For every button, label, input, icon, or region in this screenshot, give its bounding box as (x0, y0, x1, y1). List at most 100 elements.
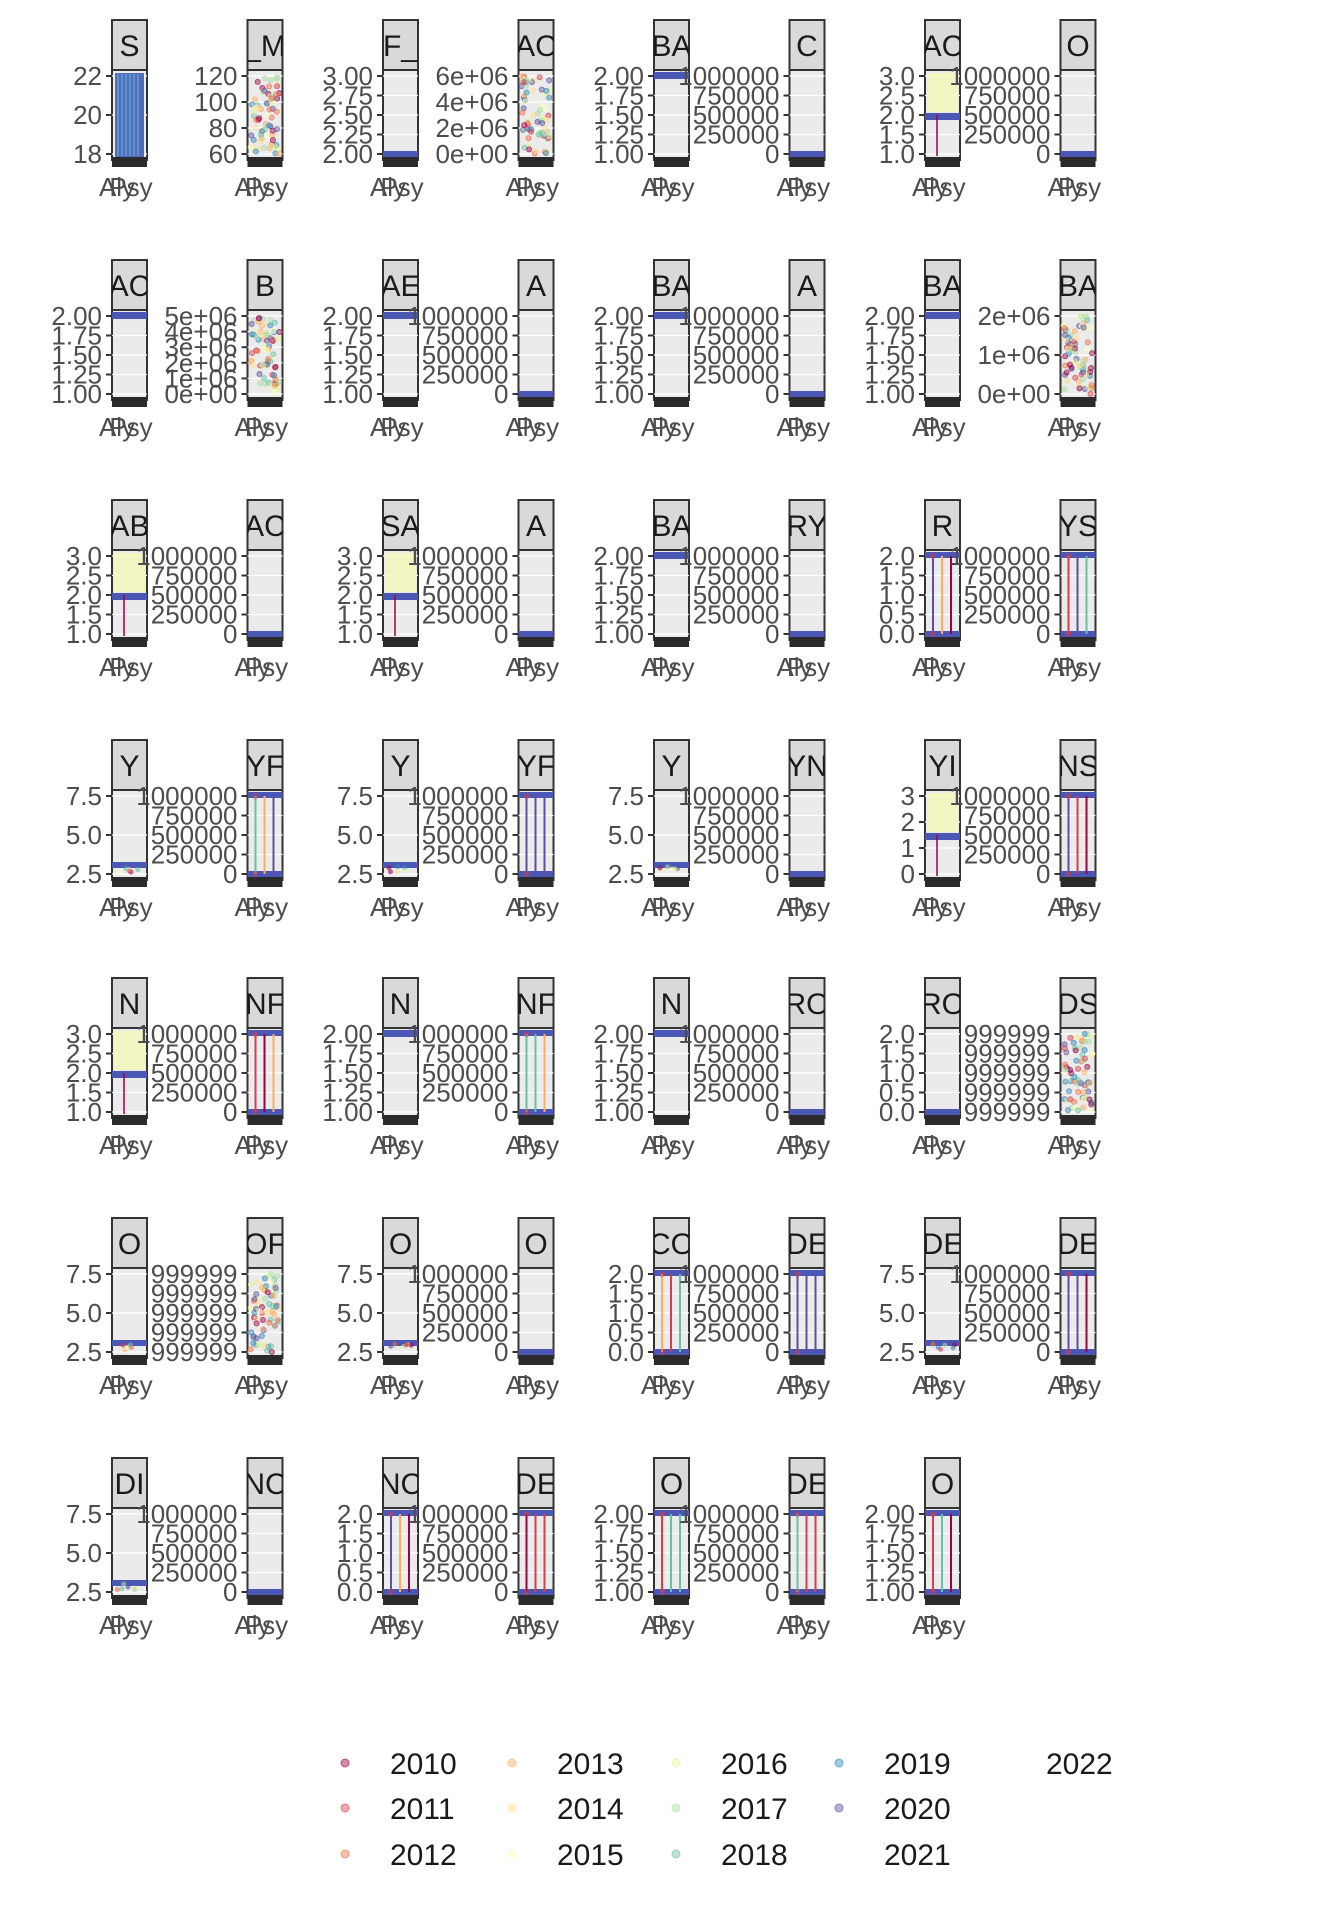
data-band (383, 862, 418, 868)
x-axis-band (1060, 1115, 1096, 1125)
y-tick-label: 250000 (693, 120, 780, 150)
data-band (654, 1510, 689, 1516)
x-axis-band (518, 157, 554, 167)
data-point (252, 793, 259, 799)
y-tick-label: 1.75 (593, 1519, 644, 1549)
data-point (1065, 1271, 1072, 1277)
data-point (930, 1589, 936, 1595)
data-point (263, 337, 270, 344)
strip-background (924, 739, 961, 791)
data-point (266, 1319, 273, 1326)
data-band (654, 72, 689, 79)
data-point (659, 1349, 665, 1355)
data-band (112, 1580, 147, 1586)
y-tick-label: 1.5 (879, 561, 915, 591)
data-point (256, 1307, 263, 1314)
x-tick-label: Psy (380, 892, 423, 922)
legend-label: 2015 (557, 1839, 624, 1872)
x-tick-label: Psy (651, 1130, 694, 1160)
y-tick-label: 500000 (693, 340, 780, 370)
legend-key (671, 1758, 681, 1768)
data-point (1072, 1047, 1079, 1054)
strip-label: Y (390, 750, 410, 783)
data-point (253, 1279, 260, 1286)
y-tick-label: 1000000 (136, 781, 237, 811)
data-point (523, 1031, 530, 1037)
y-tick-label: 1.75 (51, 321, 102, 351)
data-point (938, 1347, 944, 1353)
y-tick-label: 6e+06 (435, 61, 508, 91)
y-tick-label: 1.25 (593, 1078, 644, 1108)
y-tick-label: 5.0 (66, 820, 102, 850)
x-axis-band (112, 877, 147, 887)
y-tick-label: 2.5 (66, 561, 102, 591)
data-point (523, 871, 530, 877)
data-point (248, 357, 255, 364)
data-point (251, 108, 258, 115)
y-tick-label: 1.25 (593, 120, 644, 150)
strip-background (653, 499, 690, 551)
x-axis-band (247, 1595, 283, 1605)
y-tick-label: 500000 (151, 1058, 238, 1088)
y-tick-label: 999999 (964, 1097, 1051, 1127)
y-tick-label: 100 (194, 87, 237, 117)
x-tick-label: Psy (787, 1610, 830, 1640)
y-tick-label: 750000 (693, 1279, 780, 1309)
data-point (1084, 317, 1091, 324)
data-point (388, 1589, 394, 1595)
x-tick-label: Aly (912, 1610, 948, 1640)
y-tick-label: 0 (765, 1577, 779, 1607)
y-tick-label: 0e+00 (164, 379, 237, 409)
y-tick-label: 7.5 (337, 1259, 373, 1289)
data-point (523, 793, 530, 799)
strip-label: CO (649, 1228, 694, 1261)
data-point (1084, 339, 1091, 346)
y-tick-label: 0 (494, 619, 508, 649)
data-point (1062, 1078, 1069, 1085)
x-axis-band (925, 1595, 960, 1605)
strip-label: _M (243, 30, 286, 63)
y-tick-label: 7.5 (337, 781, 373, 811)
strip-background (1059, 499, 1097, 551)
data-point (255, 315, 262, 322)
x-axis-band (789, 157, 825, 167)
x-tick-label: Psy (787, 172, 830, 202)
y-tick-label: 1.5 (66, 1078, 102, 1108)
strip-label: Y (119, 750, 139, 783)
y-tick-label: 5.0 (337, 820, 373, 850)
x-tick-label: Aly (776, 652, 812, 682)
strip-background (382, 1217, 419, 1269)
y-tick-label: 1.00 (51, 379, 102, 409)
x-tick-label: Aly (99, 172, 135, 202)
data-point (1067, 1034, 1074, 1041)
legend-key (834, 1758, 844, 1768)
x-tick-label: Psy (922, 1370, 965, 1400)
data-point (1088, 365, 1095, 372)
y-tick-label: 1.50 (864, 1538, 915, 1568)
x-tick-label: Aly (505, 1610, 541, 1640)
data-band (925, 1340, 960, 1346)
y-tick-label: 0e+00 (977, 379, 1050, 409)
data-point (275, 335, 282, 342)
y-tick-label: 0 (1036, 859, 1050, 889)
strip-label: YN (786, 750, 828, 783)
data-point (1088, 324, 1095, 331)
data-band (925, 312, 960, 319)
y-tick-label: 500000 (693, 1298, 780, 1328)
strip-label: O (660, 1468, 683, 1501)
x-tick-label: Aly (912, 412, 948, 442)
data-point (269, 137, 276, 144)
y-tick-label: 1.0 (608, 1298, 644, 1328)
